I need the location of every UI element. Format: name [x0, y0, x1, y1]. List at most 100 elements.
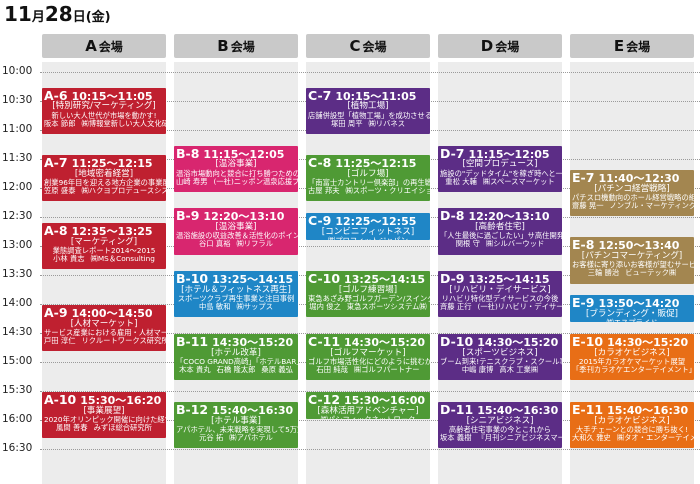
session-block[interactable]: B-811:15～12:05[温浴事業]温浴市場動向と競合に打ち勝つためのポイン…: [174, 145, 298, 192]
session-title: 施設の"デッドタイム"を稼ぎ時へと一変: [440, 168, 562, 178]
session-category: [森林活用アドベンチャー]: [317, 405, 419, 416]
session-block[interactable]: E-11 15:40～16:30 [カラオケビジネス] 大手チェーンとの競合に勝ち抜く…: [570, 401, 694, 448]
session-block[interactable]: C-912:25～12:55[コンビニフィットネス]㈱プロフィットジャパン: [306, 213, 430, 241]
session-title: 「COCO GRAND高崎」「ホテルBAR」: [176, 357, 298, 367]
time-gridline: [40, 449, 700, 450]
session-code: E-9: [572, 295, 595, 311]
session-block[interactable]: C-10 13:25～14:15 [ゴルフ練習場] 東急あざみ野ゴルフガーデン/スイン…: [306, 271, 430, 318]
session-title: 「南富士カントリー倶楽部」の再生戦略: [308, 178, 430, 188]
speaker-name: 石橋 隆太郎: [216, 365, 256, 375]
session-time: 11:40～12:30: [598, 171, 680, 185]
session-block[interactable]: C-11 14:30～15:20 [ゴルフマーケット] ゴルフ市場活性化にどのように挑…: [306, 334, 430, 381]
time-label: 11:30: [2, 152, 33, 164]
speaker-name: ㈱ハクヨプロデュースシステム: [81, 186, 166, 196]
venue-suffix: 会場: [495, 39, 520, 54]
speaker-name: 「季刊カラオケエンターテイメント」: [572, 365, 694, 375]
session-code: B-11: [176, 334, 209, 349]
time-label: 15:00: [2, 355, 33, 367]
session-code: A-9: [44, 305, 68, 320]
session-block[interactable]: A-1015:30～16:20[事業展望]2020年オリンピック開催に向けた経営…: [42, 392, 166, 439]
session-block[interactable]: B-11 14:30～15:20 [ホテル改革] 「COCO GRAND高崎」「ホテル…: [174, 334, 298, 381]
session-code: C-8: [308, 155, 332, 171]
session-title: ブーム到来!テニスクラブ・スクール事業: [440, 357, 562, 367]
speaker-name: ㈱スポーツ・クリエイション: [345, 186, 430, 196]
session-speakers: 関根 守㈱シルバーウッド: [440, 240, 560, 248]
session-speakers: 坂本 義樹『月刊シニアビジネスマーケット』: [440, 433, 562, 442]
time-label: 16:30: [2, 442, 33, 454]
session-heading: E-11 15:40～16:30: [572, 401, 692, 417]
venue-letter: D: [480, 37, 494, 55]
speaker-name: 笠原 盛泰: [44, 186, 76, 196]
session-block[interactable]: E-10 14:30～15:20 [カラオケビジネス] 2015年カラオケマーケット展…: [570, 334, 694, 381]
session-time: 13:25～14:15: [344, 273, 426, 287]
venue-letter: C: [349, 37, 361, 55]
speaker-name: 中島 敏和: [199, 302, 231, 312]
session-block[interactable]: A-9 14:00～14:50 [人材マーケット] サービス産業における雇用・人材マー…: [42, 305, 166, 352]
session-block[interactable]: C-1215:30～16:00[森林活用アドベンチャー]㈱パシフィックネットワー…: [306, 392, 430, 419]
session-block[interactable]: A-7 11:25～12:15 [地域密着経営] 創業96年目を迎える地方企業の事業展…: [42, 155, 166, 202]
session-code: D-7: [440, 145, 465, 161]
session-block[interactable]: B-9 12:20～13:10 [温浴事業] 温浴施設の収益改善＆活性化のポイント 谷口…: [174, 208, 298, 255]
venue-suffix: 会場: [98, 39, 123, 54]
session-time: 13:25～14:15: [468, 273, 550, 287]
session-category: [シニアビジネス]: [466, 415, 534, 426]
session-category: [人材マーケット]: [70, 318, 138, 329]
session-heading: D-10 14:30～15:20: [440, 335, 560, 349]
session-category: [マーケティング]: [70, 236, 138, 247]
time-label: 10:00: [2, 65, 33, 77]
time-gridline: [40, 391, 700, 392]
speaker-name: リクルートワークス研究所: [81, 336, 166, 346]
session-block[interactable]: C-710:15～11:05[植物工場]店舗併設型「植物工場」を成功させるには塚…: [306, 87, 430, 134]
session-code: E-11: [572, 401, 604, 417]
session-code: D-11: [440, 401, 474, 417]
session-speakers: ㈱パシフィックネットワーク: [308, 416, 428, 419]
time-label: 12:30: [2, 210, 33, 222]
session-category: [ホテル事業]: [211, 415, 261, 426]
session-time: 11:25～12:15: [335, 157, 417, 171]
session-time: 15:30～16:20: [80, 394, 162, 407]
session-code: E-7: [572, 169, 595, 185]
session-code: A-7: [44, 155, 68, 171]
session-block[interactable]: A-8 12:35～13:25 [マーケティング] 業態調査レポート2014～2015…: [42, 222, 166, 270]
session-block[interactable]: A-6 10:15～11:05 [特別研究/マーケティング] 新しい大人世代が市場を動…: [42, 87, 166, 134]
session-time: 15:40～16:30: [607, 403, 689, 417]
session-block[interactable]: D-7 11:15～12:05 [空間プロデュース] 施設の"デッドタイム"を稼ぎ時へ…: [438, 145, 562, 192]
session-block[interactable]: B-1215:40～16:30[ホテル事業]アパホテル、未来戦略を実現して5万室…: [174, 401, 298, 448]
session-heading: D-7 11:15～12:05: [440, 145, 560, 161]
session-category: [スポーツビジネス]: [462, 347, 538, 358]
speaker-name: 風間 善春: [56, 423, 88, 433]
session-code: B-12: [176, 401, 209, 417]
session-heading: E-10 14:30～15:20: [572, 335, 692, 349]
speaker-name: 木本 貴丸: [179, 365, 211, 375]
venue-header: C 会場: [306, 34, 430, 58]
session-block[interactable]: D-10 14:30～15:20 [スポーツビジネス] ブーム到来!テニスクラブ・スク…: [438, 334, 562, 381]
session-heading: D-11 15:40～16:30: [440, 401, 560, 417]
session-block[interactable]: D-812:20～13:10[高齢者住宅]「人生最後に過ごしたい」サ高住開発・運…: [438, 208, 562, 255]
session-block[interactable]: D-9 13:25～14:15 [リハビリ・デイサービス] リハビリ特化型デイサービス…: [438, 271, 562, 318]
session-heading: C-8 11:25～12:15: [308, 156, 428, 170]
session-heading: B-11 14:30～15:20: [176, 335, 296, 349]
session-time: 12:20～13:10: [468, 210, 550, 224]
venue-header: B 会場: [174, 34, 298, 58]
speaker-name: 東急スポーツシステム㈱: [346, 302, 427, 312]
session-category: [温浴事業]: [215, 222, 257, 233]
session-block[interactable]: B-10 13:25～14:15 [ホテル＆フィットネス再生] スポーツクラブ再生事業…: [174, 271, 298, 318]
session-block[interactable]: D-11 15:40～16:30 [シニアビジネス] 高齢者住宅事業の今とこれから 坂本…: [438, 401, 562, 448]
session-category: [温浴事業]: [215, 159, 257, 170]
session-block[interactable]: C-8 11:25～12:15 [ゴルフ場] 「南富士カントリー倶楽部」の再生戦略 古屋…: [306, 155, 430, 202]
session-block[interactable]: E-913:50～14:20[ブランディング・販促]㈱エスプライド: [570, 295, 694, 323]
speaker-name: ㈱タオ・エンターテイメント: [616, 432, 694, 442]
speaker-name: ㈱MS＆Consulting: [90, 253, 155, 263]
venue-header: A 会場: [42, 34, 166, 58]
speaker-name: ㈱リバネス: [368, 118, 405, 128]
session-code: A-10: [44, 392, 77, 407]
time-gridline: [40, 246, 700, 247]
session-block[interactable]: E-8 12:50～13:40 [パチンコマーケティング] お客様に寄り添いお客様が望…: [570, 237, 694, 284]
session-heading: D-8 12:20～13:10: [440, 209, 560, 223]
time-label: 13:30: [2, 268, 33, 280]
session-block[interactable]: E-7 11:40～12:30 [パチンコ経営戦略] パチスロ機動向のホール経営戦略の…: [570, 169, 694, 216]
speaker-name: 山崎 寿男: [176, 176, 208, 186]
session-category: [カラオケビジネス]: [594, 415, 670, 426]
venue-letter: B: [217, 37, 229, 55]
session-title: サービス産業における雇用・人材マーケットの展望: [44, 328, 166, 338]
